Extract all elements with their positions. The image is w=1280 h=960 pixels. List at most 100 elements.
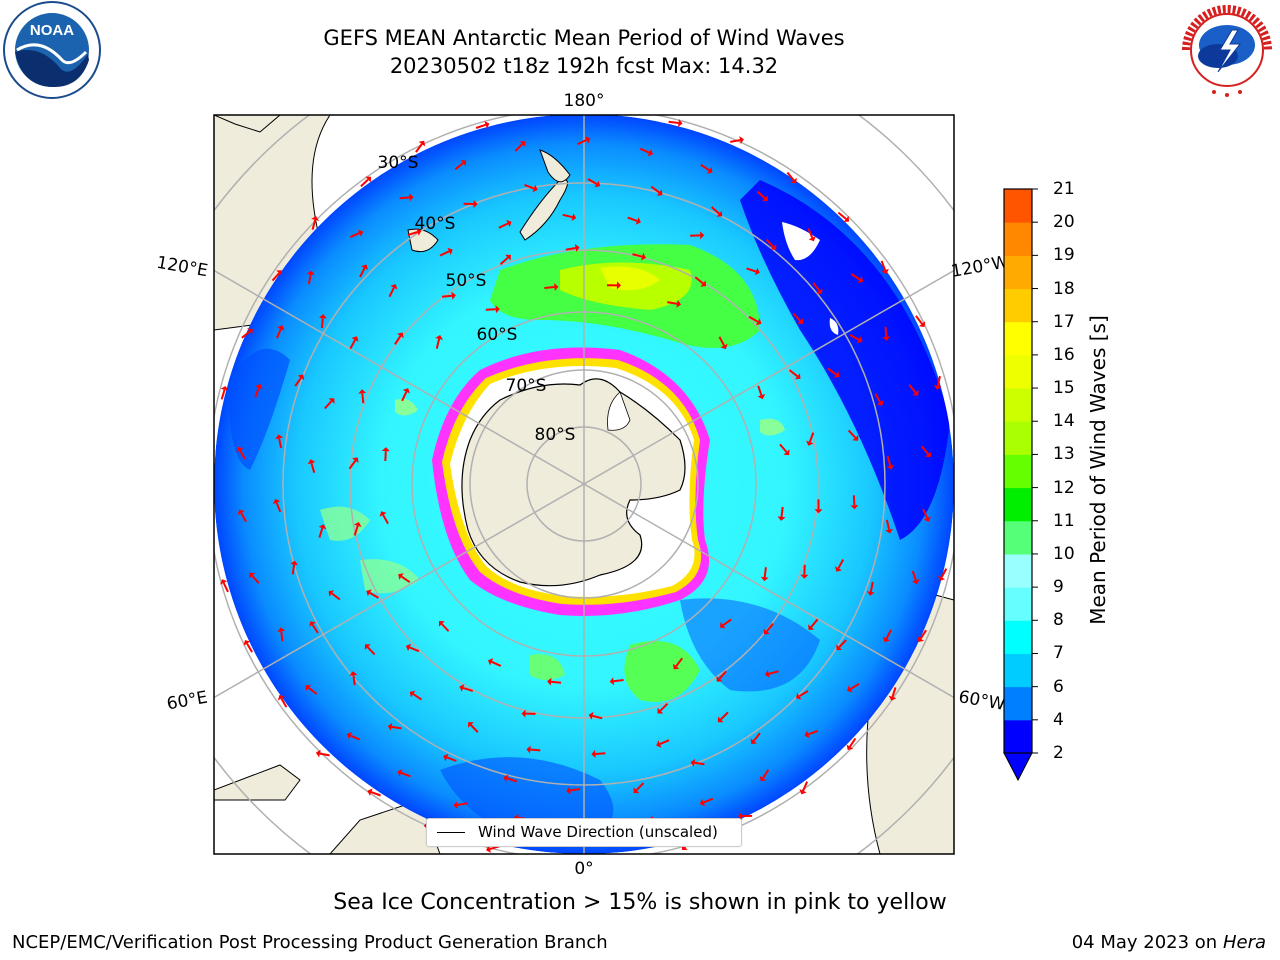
wind-wave-arrow-head xyxy=(690,758,696,767)
wind-wave-arrow-head xyxy=(846,744,854,750)
wind-wave-arrow-shaft xyxy=(391,725,402,730)
wind-wave-arrow-head xyxy=(397,769,403,777)
wind-wave-arrow-shaft xyxy=(765,623,774,633)
wind-wave-arrow-shaft xyxy=(748,315,759,323)
map-frame xyxy=(213,114,955,855)
wind-wave-arrow-head xyxy=(519,141,526,147)
wind-wave-arrow-shaft xyxy=(838,639,847,648)
wind-wave-arrow-shaft xyxy=(318,527,324,538)
wind-wave-arrow-head xyxy=(353,522,362,527)
wind-wave-arrow-head xyxy=(850,505,859,510)
wind-wave-arrow-head xyxy=(717,716,724,723)
wind-wave-arrow-shaft xyxy=(384,451,387,462)
wind-wave-arrow-head xyxy=(720,343,728,350)
wind-wave-arrow-head xyxy=(346,732,352,740)
colorbar-extend-arrow xyxy=(1003,752,1033,782)
wind-wave-arrow-head xyxy=(760,576,769,582)
wind-wave-arrow-head xyxy=(398,573,404,580)
wind-wave-arrow-shaft xyxy=(240,512,247,523)
wind-wave-arrow-head xyxy=(876,400,884,406)
wind-wave-arrow-head xyxy=(833,371,840,378)
wind-wave-arrow-head xyxy=(349,671,358,676)
wind-wave-arrow-shaft xyxy=(324,400,333,410)
wind-wave-arrow-shaft xyxy=(241,330,251,339)
wind-wave-arrow-head xyxy=(443,753,449,762)
wind-wave-arrow-shaft xyxy=(592,714,603,720)
wind-wave-arrow-head xyxy=(814,509,823,514)
wind-wave-arrow-shaft xyxy=(908,384,917,394)
wind-wave-arrow-shaft xyxy=(278,438,283,449)
colorbar-tick-label: 12 xyxy=(1053,477,1075,498)
wind-wave-arrow-head xyxy=(676,299,681,308)
wind-wave-arrow-shaft xyxy=(798,690,809,698)
wind-wave-arrow-shaft xyxy=(291,564,296,575)
wind-wave-arrow-head xyxy=(673,663,680,670)
wind-wave-arrow-head xyxy=(796,692,802,700)
wind-wave-arrow-head xyxy=(881,268,889,274)
wind-wave-arrow-shaft xyxy=(506,777,518,783)
wind-wave-arrow-shaft xyxy=(919,629,927,640)
wind-wave-arrow-head xyxy=(249,572,256,579)
colorbar-cell xyxy=(1004,719,1032,754)
noaa-logo-text: NOAA xyxy=(30,22,74,39)
wind-wave-arrow-head xyxy=(503,774,509,783)
wind-wave-arrow-shaft xyxy=(441,623,450,632)
wind-wave-arrow-head xyxy=(762,195,768,202)
wind-wave-arrow-shaft xyxy=(885,519,891,530)
colorbar-tick-label: 15 xyxy=(1053,378,1075,399)
lat-label-60s: 60°S xyxy=(477,325,518,345)
colorbar-cell xyxy=(1004,454,1032,489)
footer-host: Hera xyxy=(1222,932,1266,953)
colorbar-tick-label: 16 xyxy=(1053,344,1075,365)
wind-wave-arrow-shaft xyxy=(524,183,535,190)
wind-wave-arrow-head xyxy=(554,283,559,291)
wind-wave-arrow-shaft xyxy=(718,336,725,347)
colorbar-tick-label: 19 xyxy=(1053,245,1075,266)
wind-wave-arrow-head xyxy=(367,788,373,796)
wind-wave-arrow-shaft xyxy=(565,247,576,251)
wind-wave-arrow-head xyxy=(585,136,591,144)
wind-wave-arrow-head xyxy=(277,627,286,632)
wind-wave-arrow-head xyxy=(237,509,245,515)
wind-wave-arrow-shaft xyxy=(779,443,788,453)
wind-wave-arrow-shaft xyxy=(827,367,837,376)
wind-wave-arrow-shaft xyxy=(366,646,376,656)
colorbar-cell xyxy=(1004,553,1032,588)
colorbar-cell xyxy=(1004,520,1032,555)
wind-wave-arrow-head xyxy=(933,385,942,390)
wind-wave-arrow-shaft xyxy=(348,460,357,470)
wind-wave-arrow-head xyxy=(473,200,478,208)
colorbar-cell xyxy=(1004,354,1032,389)
wind-wave-arrow-head xyxy=(275,434,284,440)
wind-wave-arrow-head xyxy=(635,217,641,225)
colorbar-cell xyxy=(1004,421,1032,455)
colorbar-tick-label: 17 xyxy=(1053,311,1075,332)
wind-wave-arrow-head xyxy=(505,254,511,261)
wind-wave-arrow-head xyxy=(739,136,744,144)
wind-wave-arrow-head xyxy=(799,789,807,795)
wind-wave-arrow-shaft xyxy=(359,267,366,278)
wind-wave-arrow-head xyxy=(460,160,467,167)
wind-wave-arrow-head xyxy=(315,749,321,758)
wind-wave-arrow-shaft xyxy=(280,697,288,708)
wind-wave-arrow-shaft xyxy=(940,568,948,578)
wind-wave-arrow-shaft xyxy=(412,693,423,701)
lat-label-70s: 70°S xyxy=(506,376,547,396)
wind-wave-arrow-head xyxy=(647,149,653,157)
colorbar-cell xyxy=(1004,189,1032,223)
wind-wave-arrow-head xyxy=(247,328,253,335)
chart-subtitle: 20230502 t18z 192h fcst Max: 14.32 xyxy=(389,54,779,78)
wind-wave-arrow-shaft xyxy=(251,575,260,584)
wind-wave-arrow-head xyxy=(309,621,316,627)
wind-wave-arrow-shaft xyxy=(763,567,767,578)
wind-wave-arrow-shaft xyxy=(880,260,887,271)
wind-wave-arrow-shaft xyxy=(246,642,253,653)
wind-wave-arrow-shaft xyxy=(435,338,441,349)
wind-wave-arrow-shaft xyxy=(401,391,408,402)
wind-wave-arrow-head xyxy=(451,291,456,300)
wind-wave-arrow-head xyxy=(777,516,786,521)
wind-wave-arrow-head xyxy=(495,305,500,314)
wind-wave-arrow-head xyxy=(750,738,757,744)
wind-wave-arrow-shaft xyxy=(753,732,761,742)
